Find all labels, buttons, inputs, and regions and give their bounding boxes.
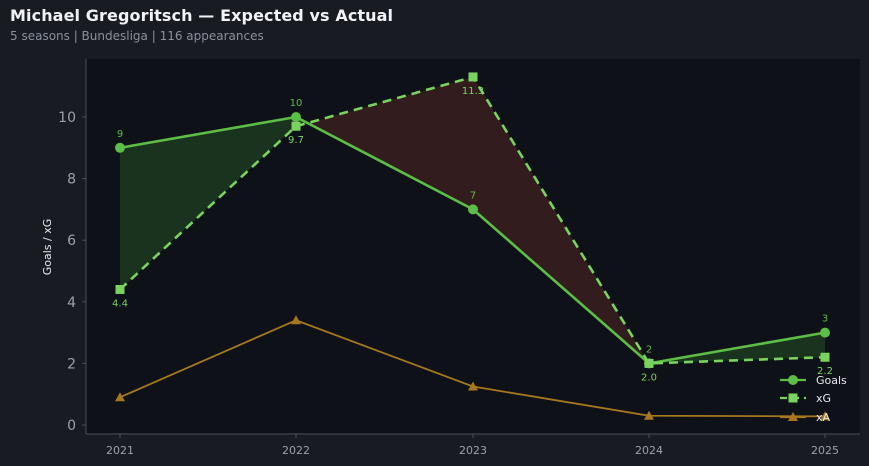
legend-xg-marker [788,393,798,403]
underperformance-area [307,76,473,210]
xa-point [644,410,654,420]
x-tick-label: 2021 [106,444,134,457]
xa-point [468,381,478,391]
xg-point [291,121,301,131]
y-tick-label: 6 [67,233,76,249]
xg-data-label: 4.4 [112,298,128,309]
xa-point [291,315,301,325]
goals-point [468,204,478,215]
goals-data-label: 7 [470,190,476,201]
goals-data-label: 2 [646,344,652,355]
y-tick-label: 8 [67,172,76,188]
x-tick-label: 2024 [635,444,663,457]
goals-point [291,112,301,122]
xg-point [820,352,830,362]
xg-data-label: 9.7 [288,135,304,146]
goals-point [115,142,125,153]
goals-data-label: 10 [290,98,303,109]
overperformance-area [120,117,296,290]
legend: Goals xG xA [780,374,847,424]
y-axis-label: Goals / xG [41,219,54,276]
legend-xa-marker [788,412,798,421]
chart-title: Michael Gregoritsch — Expected vs Actual [10,6,394,25]
xg-data-label: 2.2 [817,366,833,377]
xg-data-label: 11.3 [462,86,484,97]
xg-point [468,72,478,82]
y-tick-label: 0 [67,418,76,434]
xg-data-label: 2.0 [641,372,657,383]
legend-goals-marker [788,375,798,385]
goals-data-label: 9 [117,129,123,140]
goals-point [820,327,830,338]
y-tick-label: 10 [58,110,76,126]
legend-xa-label: xA [816,411,831,424]
x-tick-label: 2025 [811,444,839,457]
y-tick-label: 2 [67,356,76,372]
xg-point [115,284,125,294]
chart-subtitle: 5 seasons | Bundesliga | 116 appearances [10,29,264,43]
xa-point [820,411,830,421]
legend-goals-label: Goals [816,374,847,387]
y-tick-label: 4 [67,295,76,311]
goals-data-label: 3 [822,314,828,325]
xa-point [115,392,125,402]
legend-xg-label: xG [816,392,831,405]
xg-point [644,358,654,368]
chart-header: Michael Gregoritsch — Expected vs Actual… [10,6,393,43]
x-tick-label: 2022 [282,444,310,457]
x-tick-label: 2023 [459,444,487,457]
